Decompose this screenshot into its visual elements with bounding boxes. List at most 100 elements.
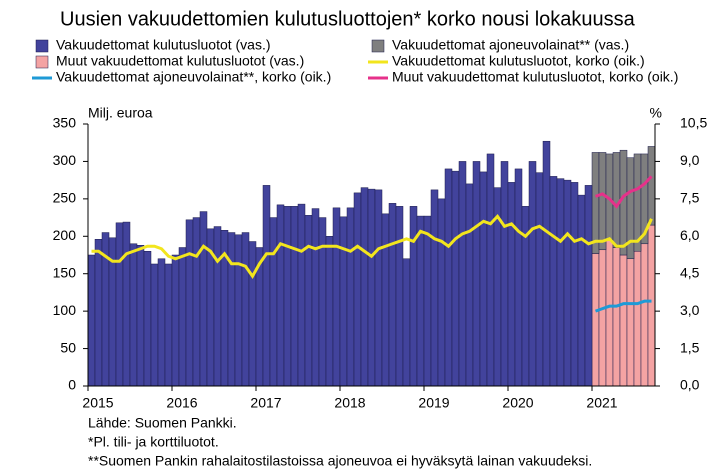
bar: [115, 222, 124, 387]
bar: [213, 226, 222, 387]
bar: [388, 203, 397, 387]
y-tick-label: 200: [53, 227, 77, 243]
bar: [185, 219, 194, 387]
bar: [451, 170, 460, 387]
bar: [87, 254, 96, 387]
x-tick-label: 2017: [250, 395, 281, 411]
bar: [626, 258, 635, 387]
bar: [591, 253, 600, 387]
bar: [598, 249, 607, 387]
bar: [430, 189, 439, 387]
bar: [374, 189, 383, 387]
bar: [332, 207, 341, 387]
bar: [283, 206, 292, 387]
bar: [584, 185, 593, 387]
bar: [129, 243, 138, 387]
bar: [192, 217, 201, 387]
y2-tick-label: 0,0: [680, 377, 700, 393]
x-tick-label: 2019: [418, 395, 449, 411]
bar: [346, 207, 355, 387]
line: [594, 299, 652, 313]
bar: [311, 208, 320, 387]
x-tick-label: 2016: [166, 395, 197, 411]
bar: [402, 258, 411, 387]
bar: [143, 251, 152, 387]
bar: [542, 140, 551, 387]
bar: [458, 161, 467, 387]
bar: [640, 243, 649, 387]
bar: [157, 258, 166, 387]
bar: [227, 232, 236, 387]
bar: [612, 152, 621, 248]
y-tick-label: 300: [53, 152, 77, 168]
bar: [164, 263, 173, 387]
y-tick-label: 50: [60, 339, 76, 355]
bar: [577, 194, 586, 387]
bar: [122, 221, 131, 387]
bar: [507, 182, 516, 387]
bar: [479, 171, 488, 387]
bar: [241, 232, 250, 387]
bar: [612, 247, 621, 387]
bar: [549, 176, 558, 387]
bar: [339, 216, 348, 387]
legend-swatch: [35, 39, 49, 53]
legend-label: Vakuudettomat kulutusluotot, korko (oik.…: [392, 53, 645, 69]
legend-label: Vakuudettomat kulutusluotot (vas.): [56, 37, 271, 53]
bar: [619, 149, 628, 256]
bar: [500, 161, 509, 387]
bar: [269, 217, 278, 387]
bar: [360, 187, 369, 387]
bar: [199, 211, 208, 387]
bar: [619, 254, 628, 387]
bar: [556, 178, 565, 387]
y-tick-label: 350: [53, 115, 77, 131]
y-tick-label: 100: [53, 302, 77, 318]
x-tick-label: 2018: [334, 395, 365, 411]
bar: [647, 224, 656, 387]
legend-label: Vakuudettomat ajoneuvolainat**, korko (o…: [56, 69, 331, 85]
chart-title: Uusien vakuudettomien kulutusluottojen* …: [60, 8, 636, 30]
bar: [535, 172, 544, 387]
line: [91, 213, 653, 280]
bar: [381, 213, 390, 387]
y2-tick-label: 10,5: [680, 115, 707, 131]
bar: [563, 179, 572, 387]
bar: [409, 206, 418, 387]
bar: [94, 239, 103, 387]
bar: [486, 153, 495, 387]
bar: [353, 192, 362, 387]
bar: [136, 245, 145, 387]
y2-tick-label: 6,0: [680, 227, 700, 243]
footnote: Lähde: Suomen Pankki.: [88, 415, 237, 431]
bar: [633, 251, 642, 387]
bar: [416, 215, 425, 387]
bar: [423, 215, 432, 387]
legend-swatch: [35, 55, 49, 69]
bar: [591, 152, 600, 254]
legend-label: Muut vakuudettomat kulutusluotot (vas.): [56, 53, 304, 69]
bar: [262, 185, 271, 387]
bar: [325, 236, 334, 387]
footnote: *Pl. tili- ja korttiluotot.: [88, 434, 219, 450]
y2-tick-label: 9,0: [680, 152, 700, 168]
line: [594, 175, 653, 209]
bar: [297, 203, 306, 387]
bar: [465, 183, 474, 387]
y-tick-label: 250: [53, 190, 77, 206]
bar: [528, 161, 537, 387]
bar: [514, 168, 523, 387]
x-tick-label: 2020: [502, 395, 533, 411]
y2-tick-label: 4,5: [680, 264, 700, 280]
x-tick-label: 2021: [586, 395, 617, 411]
bar: [276, 204, 285, 387]
footnote: **Suomen Pankin rahalaitostilastoissa aj…: [88, 453, 592, 469]
bar: [605, 239, 614, 387]
y2-axis-label: %: [650, 105, 662, 121]
y2-tick-label: 1,5: [680, 339, 700, 355]
bar: [570, 182, 579, 387]
bar: [395, 206, 404, 387]
bar: [598, 152, 607, 251]
y-tick-label: 0: [68, 377, 76, 393]
